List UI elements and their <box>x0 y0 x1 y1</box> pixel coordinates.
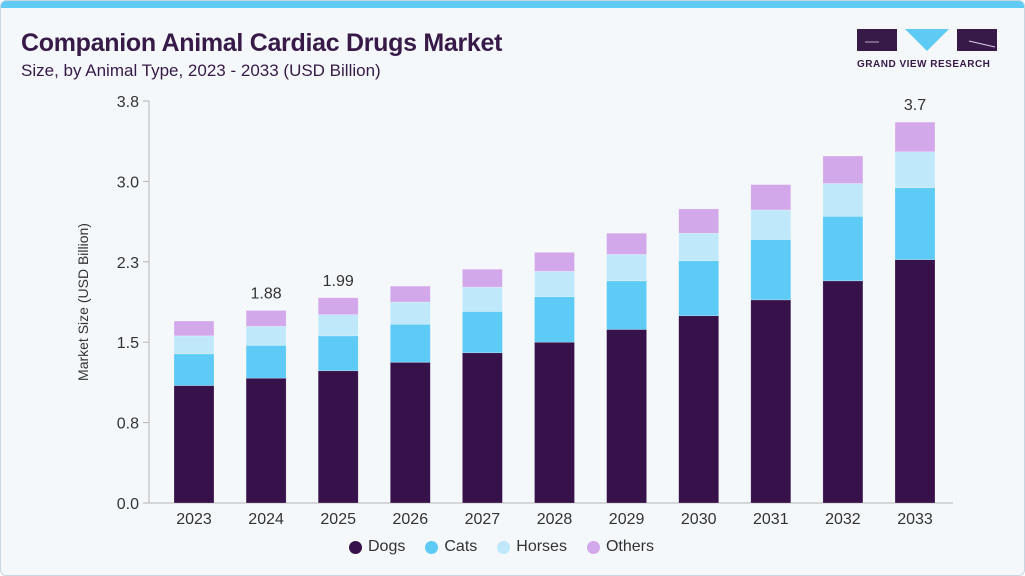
bar-segment-others-2024 <box>245 310 287 327</box>
bar-segment-dogs-2032 <box>822 280 864 504</box>
bar-segment-dogs-2028 <box>534 341 575 504</box>
bar-segment-horses-2033 <box>894 151 936 189</box>
y-tick-label: 2.3 <box>117 255 139 272</box>
bar-segment-cats-2031 <box>750 239 792 301</box>
bar-segment-cats-2025 <box>317 335 359 372</box>
x-tick-label: 2027 <box>465 511 501 528</box>
bar-segment-others-2030 <box>678 208 720 234</box>
accent-bar <box>1 1 1024 8</box>
total-label-2033: 3.7 <box>904 97 926 114</box>
legend-label: Others <box>605 538 654 555</box>
legend-item-cats[interactable]: Cats <box>425 538 477 556</box>
legend-swatch <box>586 540 600 554</box>
bar-segment-dogs-2027 <box>462 352 503 504</box>
bar-segment-cats-2028 <box>534 296 575 343</box>
x-tick-label: 2030 <box>681 511 717 528</box>
legend-item-horses[interactable]: Horses <box>497 538 567 556</box>
y-tick-label: 1.5 <box>117 335 139 352</box>
bar-segment-cats-2024 <box>245 345 287 379</box>
legend-label: Dogs <box>368 538 406 555</box>
bar-segment-horses-2029 <box>606 254 647 282</box>
bar-segment-horses-2026 <box>389 301 431 325</box>
logo-text: GRAND VIEW RESEARCH <box>857 59 991 70</box>
x-tick-label: 2033 <box>897 511 933 528</box>
bar-segment-horses-2028 <box>534 271 575 298</box>
y-axis-title: Market Size (USD Billion) <box>75 223 91 381</box>
x-tick-label: 2026 <box>393 511 429 528</box>
legend-label: Cats <box>444 538 478 555</box>
y-tick-label: 0.0 <box>117 496 139 513</box>
bar-segment-dogs-2031 <box>750 299 792 504</box>
bar-segment-cats-2026 <box>389 323 431 363</box>
gvr-logo <box>857 29 997 51</box>
chart-title: Companion Animal Cardiac Drugs Market <box>21 29 503 57</box>
bar-segment-others-2029 <box>606 232 647 255</box>
legend: Dogs Cats Horses Others <box>349 538 654 556</box>
bar-segment-cats-2030 <box>678 260 720 317</box>
bar-segment-others-2028 <box>534 251 575 272</box>
bar-segment-horses-2030 <box>678 232 720 262</box>
bar-segment-cats-2029 <box>606 280 647 330</box>
bar-segment-dogs-2026 <box>389 361 431 504</box>
bar-segment-others-2026 <box>389 285 431 303</box>
bar-segment-others-2033 <box>894 121 936 153</box>
legend-item-dogs[interactable]: Dogs <box>349 538 405 556</box>
bar-segment-cats-2032 <box>822 216 864 282</box>
x-tick-label: 2032 <box>825 511 861 528</box>
legend-item-others[interactable]: Others <box>586 538 654 556</box>
bar-segment-others-2027 <box>462 268 503 288</box>
bar-segment-dogs-2024 <box>245 377 287 504</box>
bar-segment-horses-2025 <box>317 314 359 337</box>
legend-swatch <box>497 540 511 554</box>
y-tick-label: 3.0 <box>117 174 139 191</box>
x-tick-label: 2023 <box>176 511 212 528</box>
bar-segment-cats-2023 <box>173 353 215 386</box>
bar-segment-others-2025 <box>317 297 359 315</box>
bar-segment-others-2031 <box>750 184 792 211</box>
x-tick-label: 2028 <box>537 511 573 528</box>
y-tick-label: 0.8 <box>117 416 139 433</box>
x-tick-label: 2031 <box>753 511 789 528</box>
x-tick-label: 2029 <box>609 511 645 528</box>
total-label-2024: 1.88 <box>251 285 282 302</box>
bar-segment-dogs-2030 <box>678 315 720 504</box>
bar-segment-dogs-2025 <box>317 370 359 504</box>
bar-segment-horses-2032 <box>822 183 864 217</box>
x-tick-label: 2025 <box>320 511 356 528</box>
x-tick-label: 2024 <box>248 511 284 528</box>
bar-segment-dogs-2033 <box>894 259 936 504</box>
bar-segment-horses-2023 <box>173 335 215 355</box>
bar-segment-dogs-2023 <box>173 385 215 504</box>
legend-label: Horses <box>516 538 567 555</box>
bar-segment-horses-2027 <box>462 286 503 312</box>
legend-swatch <box>425 540 439 554</box>
bar-segment-others-2032 <box>822 155 864 184</box>
bar-segment-dogs-2029 <box>606 329 647 504</box>
bar-segment-horses-2024 <box>245 326 287 346</box>
bar-segment-cats-2027 <box>462 311 503 354</box>
bar-segment-cats-2033 <box>894 187 936 260</box>
total-label-2025: 1.99 <box>323 273 354 290</box>
bar-segment-horses-2031 <box>750 209 792 240</box>
bar-segment-others-2023 <box>173 320 215 337</box>
legend-swatch <box>349 540 362 554</box>
chart-subtitle: Size, by Animal Type, 2023 - 2033 (USD B… <box>21 61 381 80</box>
y-tick-label: 3.8 <box>117 94 139 111</box>
